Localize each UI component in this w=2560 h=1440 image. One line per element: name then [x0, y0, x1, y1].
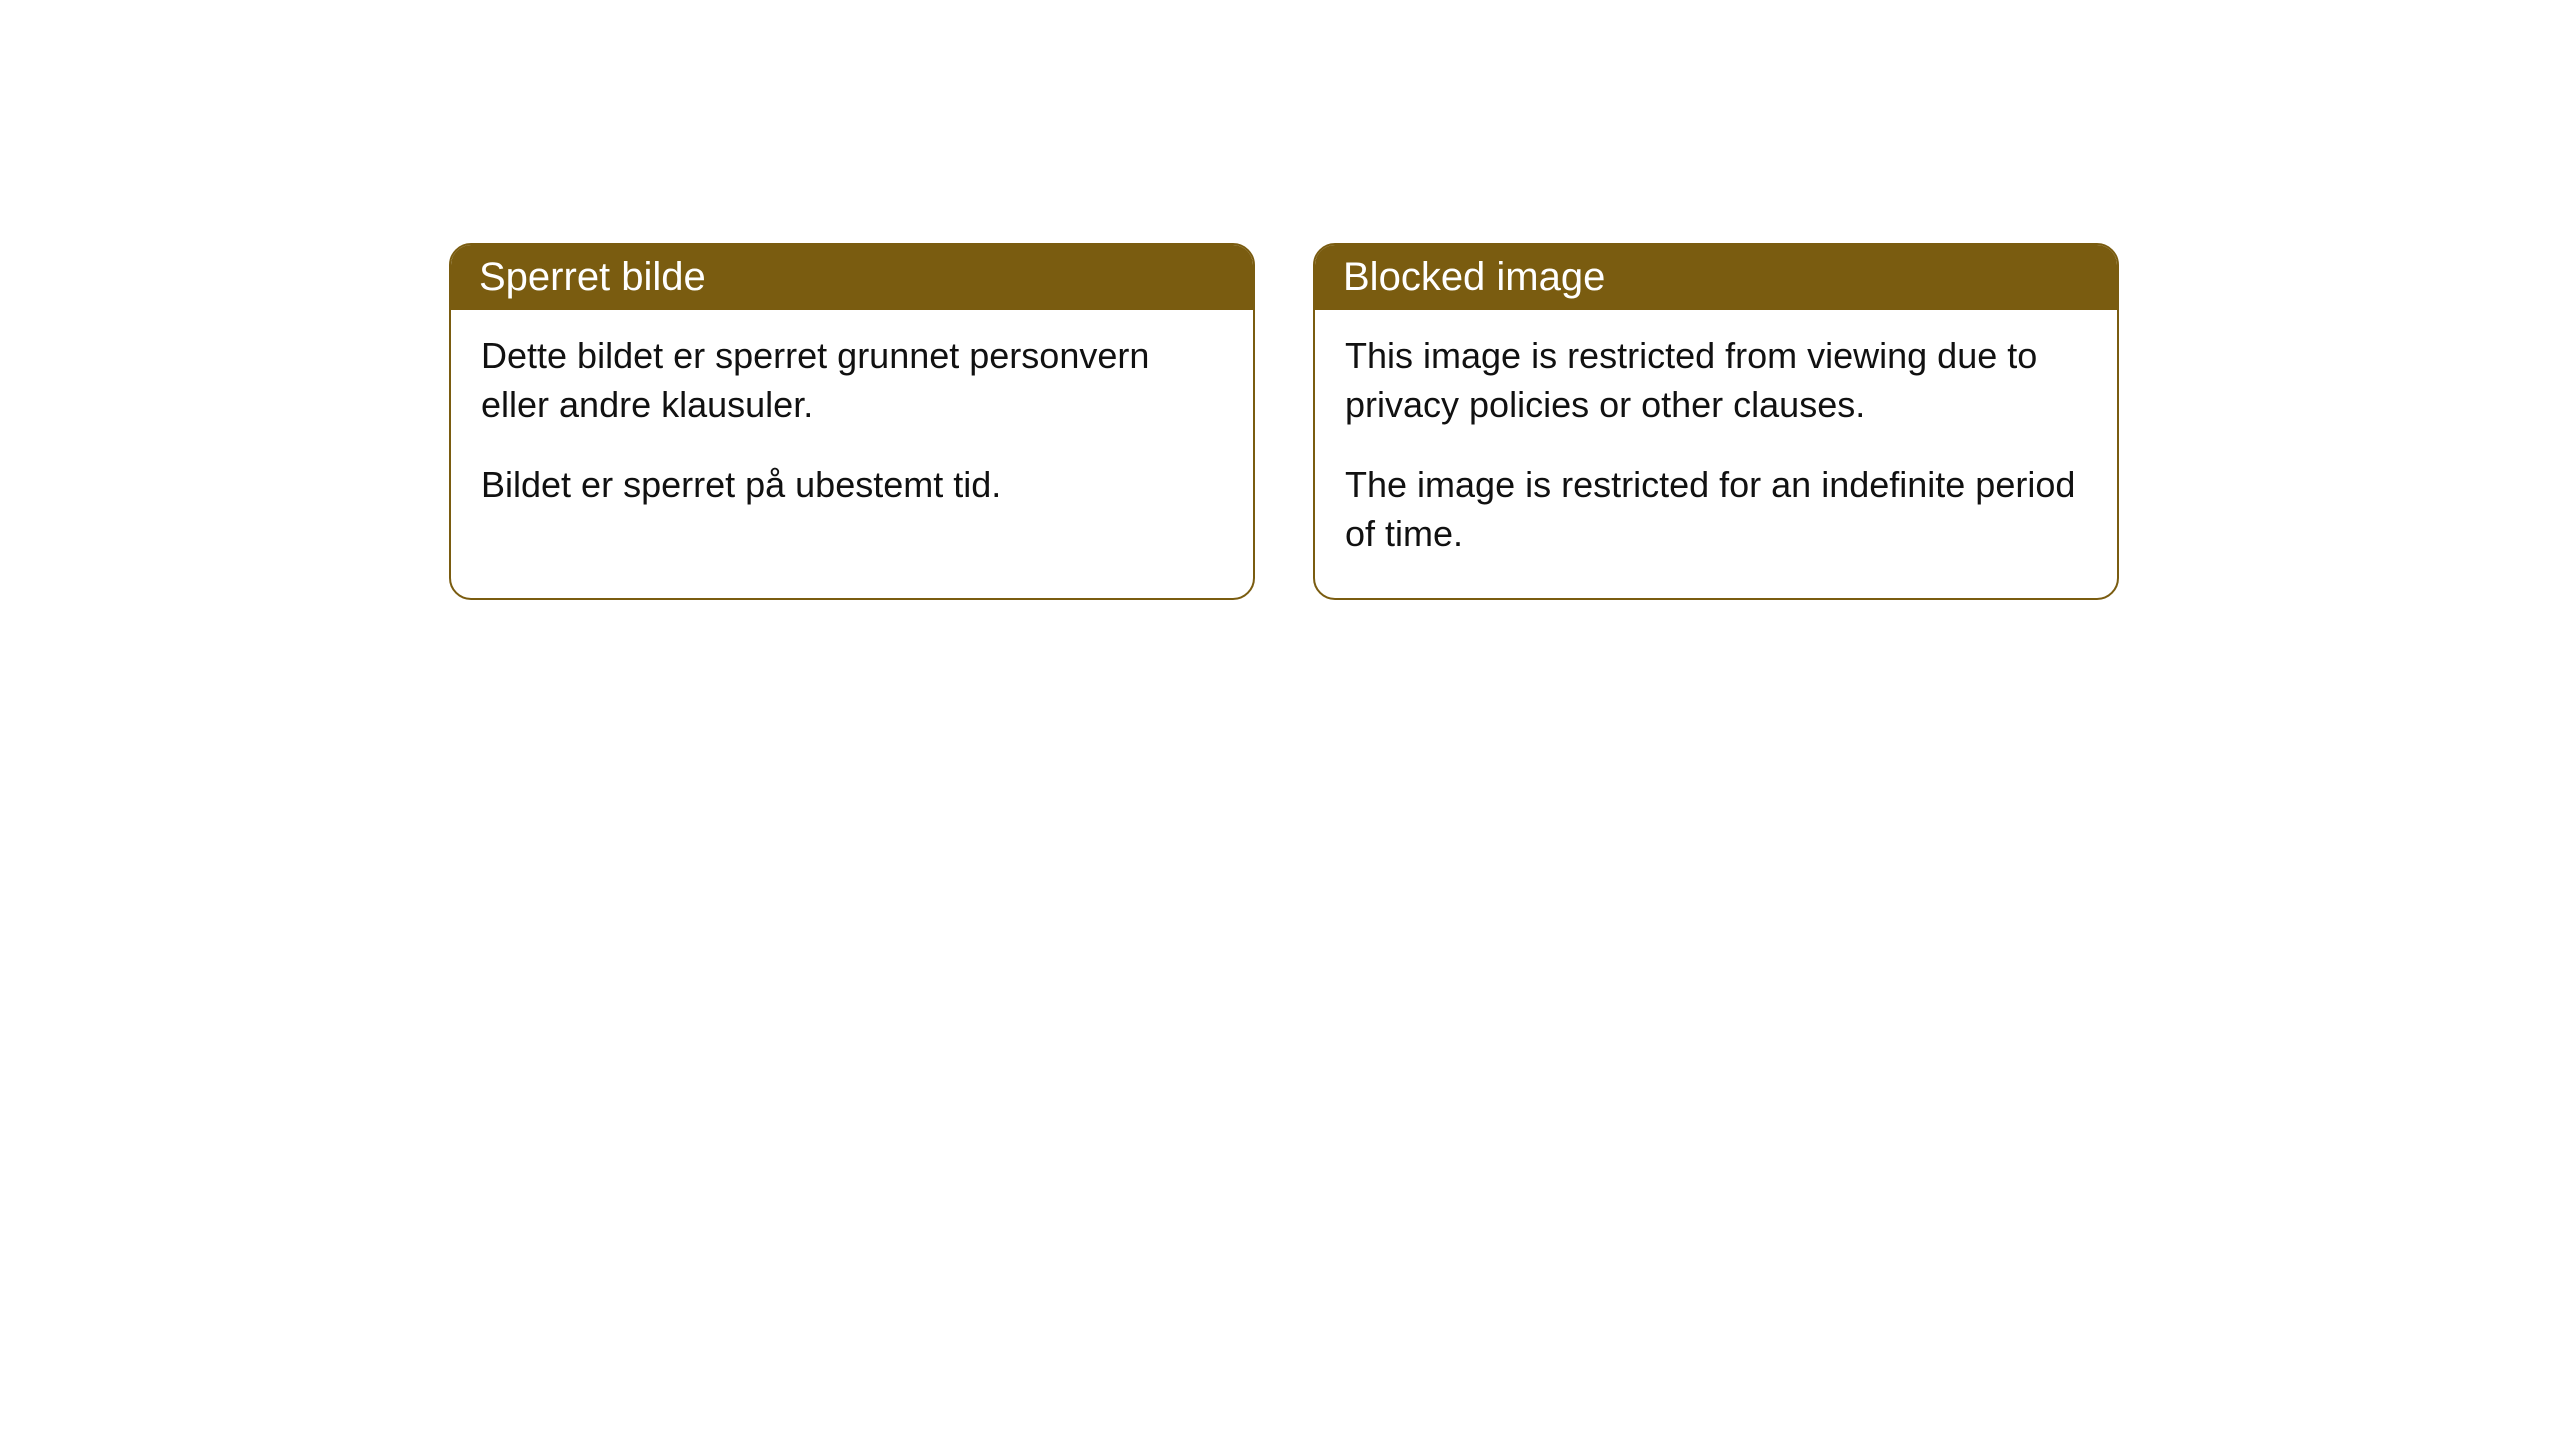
card-title: Sperret bilde — [479, 255, 706, 299]
card-paragraph: This image is restricted from viewing du… — [1345, 332, 2087, 429]
card-body: This image is restricted from viewing du… — [1315, 310, 2117, 598]
card-body: Dette bildet er sperret grunnet personve… — [451, 310, 1253, 550]
card-paragraph: The image is restricted for an indefinit… — [1345, 461, 2087, 558]
card-header: Blocked image — [1315, 245, 2117, 310]
notice-cards-container: Sperret bilde Dette bildet er sperret gr… — [449, 243, 2119, 600]
card-paragraph: Bildet er sperret på ubestemt tid. — [481, 461, 1223, 510]
card-header: Sperret bilde — [451, 245, 1253, 310]
blocked-image-card-norwegian: Sperret bilde Dette bildet er sperret gr… — [449, 243, 1255, 600]
card-paragraph: Dette bildet er sperret grunnet personve… — [481, 332, 1223, 429]
card-title: Blocked image — [1343, 255, 1605, 299]
blocked-image-card-english: Blocked image This image is restricted f… — [1313, 243, 2119, 600]
